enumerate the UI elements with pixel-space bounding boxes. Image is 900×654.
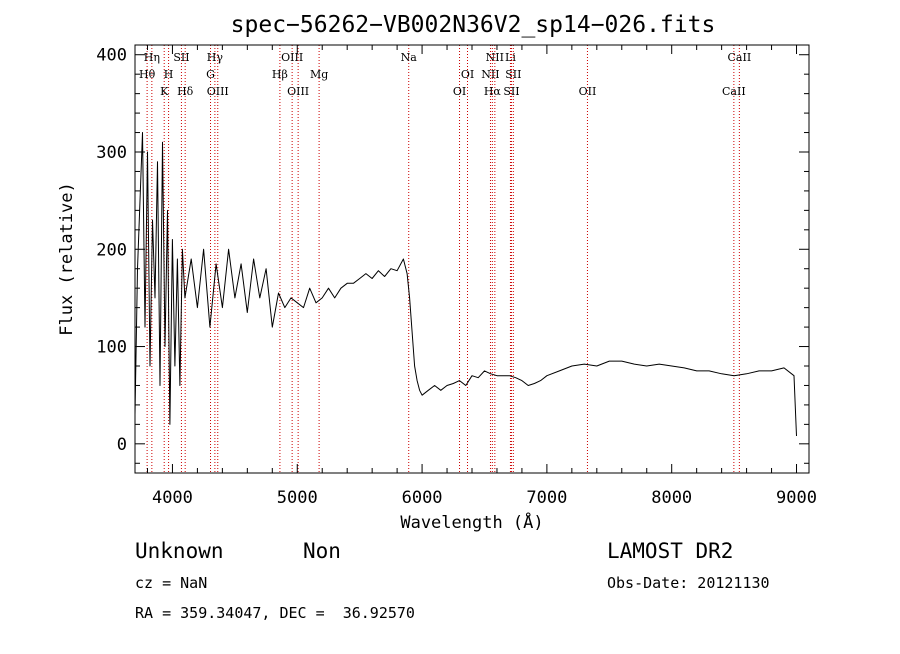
y-axis-label: Flux (relative): [57, 182, 77, 336]
line-marker-label: OI: [461, 68, 474, 81]
series-group: [134, 132, 797, 437]
x-axis-label: Wavelength (Å): [400, 511, 543, 533]
line-marker-label: SII: [173, 51, 189, 64]
line-marker-label: Hα: [484, 85, 502, 98]
line-marker-label: CaII: [728, 51, 752, 64]
info-class: Unknown: [135, 539, 224, 563]
x-tick-label: 9000: [776, 488, 817, 508]
info-coordinates: RA = 359.34047, DEC = 36.92570: [135, 604, 415, 622]
line-marker-label: H: [164, 68, 174, 81]
spectrum-line-0: [134, 132, 797, 437]
line-marker-label: Hδ: [177, 85, 194, 98]
line-marker-label: K: [160, 85, 169, 98]
line-marker-label: OII: [579, 85, 597, 98]
line-marker-label: Hη: [144, 51, 160, 64]
line-marker-label: SII: [505, 68, 521, 81]
line-marker-label: NII: [481, 68, 499, 81]
x-tick-label: 6000: [402, 488, 443, 508]
line-marker-label: SII: [503, 85, 519, 98]
y-tick-label: 400: [96, 46, 127, 66]
x-tick-label: 5000: [277, 488, 318, 508]
line-marker-label: NII: [486, 51, 504, 64]
line-marker-label: OI: [453, 85, 466, 98]
info-obs-date: Obs-Date: 20121130: [607, 574, 770, 592]
line-marker-label: OIII: [281, 51, 303, 64]
chart-title: spec−56262−VB002N36V2_sp14−026.fits: [231, 12, 716, 38]
line-marker-label: Li: [505, 51, 516, 64]
line-marker-label: OIII: [207, 85, 229, 98]
line-marker-label: Hθ: [139, 68, 156, 81]
line-marker-label: Na: [401, 51, 418, 64]
y-tick-label: 0: [117, 435, 127, 455]
plot-frame: [134, 44, 810, 474]
line-marker-label: OIII: [287, 85, 309, 98]
x-tick-label: 8000: [651, 488, 692, 508]
y-tick-label: 300: [96, 143, 127, 163]
y-tick-label: 100: [96, 338, 127, 358]
info-subclass: Non: [303, 539, 341, 563]
info-cz: cz = NaN: [135, 574, 207, 592]
line-marker-label: CaII: [722, 85, 746, 98]
info-survey: LAMOST DR2: [607, 539, 733, 563]
y-tick-label: 200: [96, 240, 127, 260]
x-tick-label: 7000: [526, 488, 567, 508]
x-tick-label: 4000: [152, 488, 193, 508]
line-marker-label: Hγ: [207, 51, 224, 64]
line-marker-label: Hβ: [272, 68, 288, 81]
axes-group: 4000 5000 6000 7000 8000 9000 0 100 200 300 400: [96, 45, 817, 508]
line-marker-label: Mg: [310, 68, 328, 81]
line-marker-label: G: [206, 68, 215, 81]
